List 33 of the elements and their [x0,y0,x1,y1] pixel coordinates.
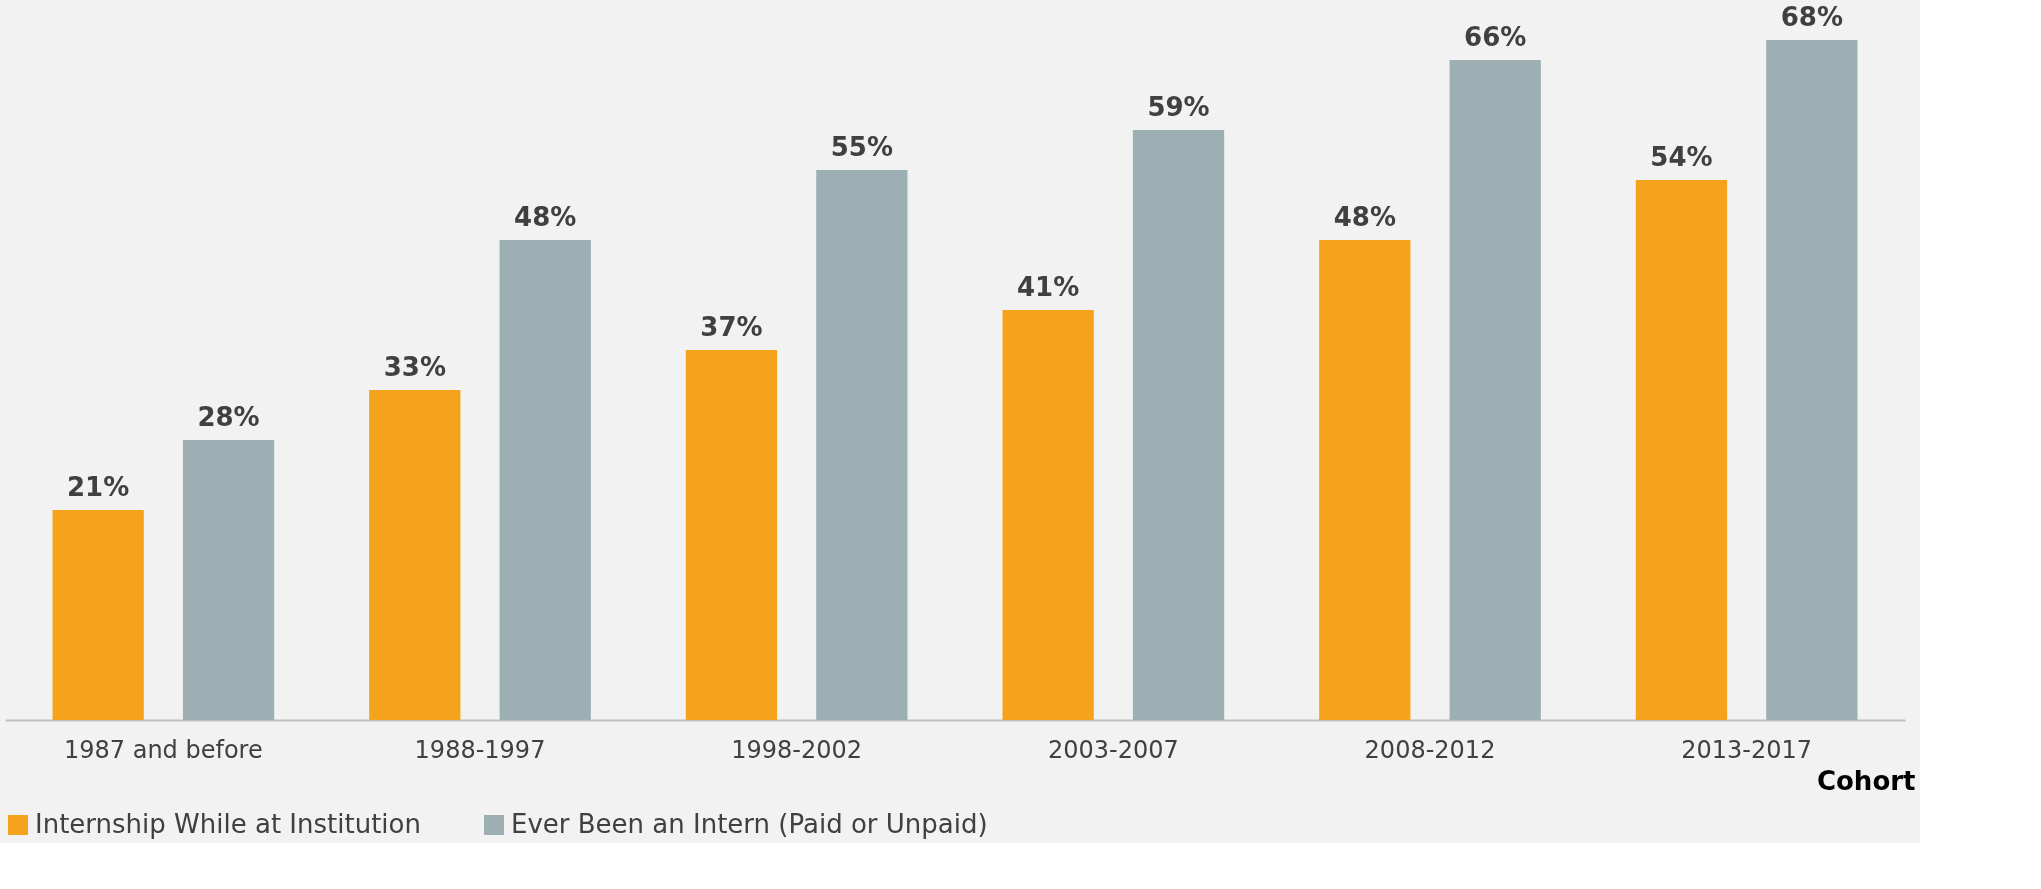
data-label: 59% [1147,92,1210,122]
data-label: 37% [700,312,763,342]
x-tick-label: 2003-2007 [1047,735,1179,764]
x-axis-title: Cohort [1816,765,1916,796]
data-label: 41% [1017,272,1080,302]
data-label: 48% [1333,202,1396,232]
x-tick-label: 1987 and before [63,735,263,764]
x-tick-label: 2013-2017 [1681,735,1813,764]
data-label: 21% [67,472,130,502]
data-label: 28% [197,402,260,432]
data-label: 48% [514,202,577,232]
x-tick-label: 1988-1997 [414,735,546,764]
bar [52,510,144,720]
data-label: 55% [830,132,893,162]
bar [816,170,908,720]
x-tick-label: 2008-2012 [1364,735,1496,764]
bar [1635,180,1728,720]
bar [1319,240,1411,720]
bar [685,350,778,720]
bar [499,240,591,720]
bar [182,440,275,720]
bar [1002,310,1094,720]
legend-label: Internship While at Institution [35,809,421,839]
bar [1766,40,1858,720]
data-label: 54% [1650,142,1713,172]
x-tick-label: 1998-2002 [731,735,863,764]
data-label: 66% [1464,22,1527,52]
bar [369,390,461,720]
legend-label: Ever Been an Intern (Paid or Unpaid) [511,809,988,839]
bar [1449,60,1541,720]
bar [1132,130,1225,720]
data-label: 68% [1780,2,1843,32]
data-label: 33% [383,352,446,382]
